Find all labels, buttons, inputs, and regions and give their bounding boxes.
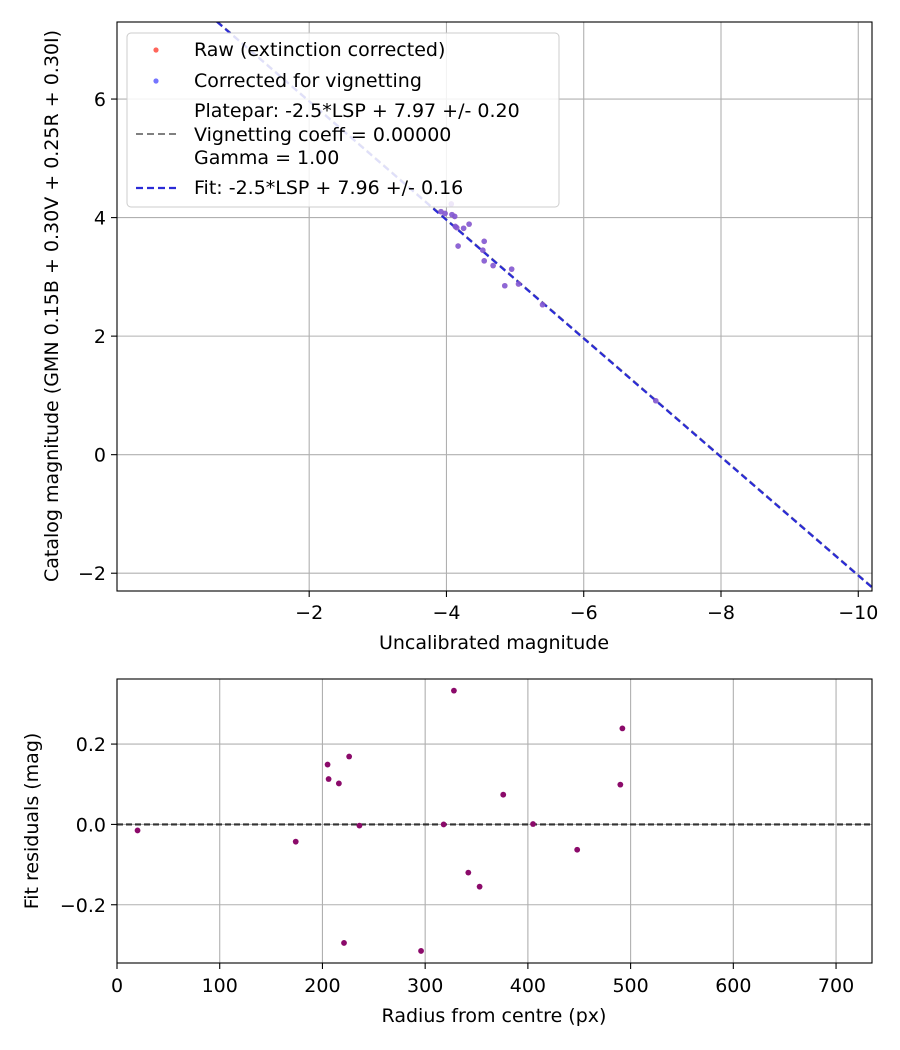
legend: Raw (extinction corrected) Corrected for… [126,32,560,208]
bottom-x-tick-label: 200 [304,975,340,997]
corrected-point [481,258,488,264]
corrected-point [652,397,659,404]
top-y-tick-label: 0 [94,445,106,467]
corrected-point [460,225,467,232]
corrected-point [501,282,508,289]
corrected-point [466,221,472,227]
bottom-x-tick-label: 500 [612,975,648,997]
legend-platepar-line3: Gamma = 1.00 [194,147,339,169]
residual-point [292,838,299,845]
residual-point [440,821,447,828]
residual-point [134,827,141,834]
top-x-tick-label: −10 [838,602,878,624]
top-chart: −2 −4 −6 −8 −10 −2 0 2 4 6 Uncalibrated magnitude… [41,21,878,654]
residual-point [500,791,507,798]
top-y-tick-label: −2 [78,563,106,585]
top-y-tick-label: 6 [94,89,106,111]
residual-point [619,725,626,732]
residual-point [341,940,347,946]
bottom-y-tick-label: −0.2 [60,895,106,917]
corrected-point [455,243,461,249]
bottom-xlabel: Radius from centre (px) [382,1005,607,1027]
top-ylabel: Catalog magnitude (GMN 0.15B + 0.30V + 0… [41,30,63,582]
residual-point [335,780,342,787]
corrected-point [480,247,486,253]
legend-platepar-line2: Vignetting coeff = 0.00000 [194,124,451,146]
legend-raw-label: Raw (extinction corrected) [194,39,445,61]
corrected-point [438,208,444,215]
bottom-y-tick-label: 0.0 [76,814,106,836]
legend-corrected-label: Corrected for vignetting [194,70,422,92]
top-y-tick-label: 4 [94,208,106,230]
top-ticks: −2 −4 −6 −8 −10 −2 0 2 4 6 [78,89,878,624]
corrected-point [490,262,496,269]
legend-platepar-line1: Platepar: -2.5*LSP + 7.97 +/- 0.20 [194,100,520,122]
residual-point [418,948,424,954]
bottom-frame [116,678,873,964]
top-points [438,201,659,404]
bottom-x-tick-label: 300 [407,975,443,997]
residual-point [451,687,457,694]
bottom-x-tick-label: 0 [111,975,123,997]
residual-point [465,869,472,876]
corrected-point [452,223,459,230]
bottom-x-tick-label: 600 [715,975,751,997]
top-x-tick-label: −4 [432,602,460,624]
residual-point [617,781,624,788]
legend-raw-marker [153,47,159,53]
bottom-ylabel: Fit residuals (mag) [21,733,43,910]
bottom-y-tick-label: 0.2 [76,734,106,756]
top-x-tick-label: −8 [707,602,735,624]
legend-fit-label: Fit: -2.5*LSP + 7.96 +/- 0.16 [194,177,463,199]
bottom-points [134,687,626,954]
bottom-chart: 0 100 200 300 400 500 600 700 0.2 0.0 −0.2 Radius … [21,678,873,1027]
bottom-x-tick-label: 100 [202,975,238,997]
top-x-tick-label: −6 [570,602,598,624]
residual-point [356,822,363,829]
residual-point [346,753,353,760]
bottom-ticks: 0 100 200 300 400 500 600 700 0.2 0.0 −0.2 [60,734,854,997]
residual-point [324,761,331,768]
legend-corrected-marker [153,78,159,84]
residual-point [530,821,536,827]
residual-point [574,846,581,853]
legend-box [126,32,560,208]
bottom-x-tick-label: 400 [510,975,546,997]
corrected-point [539,301,546,308]
corrected-point [449,211,455,218]
top-x-tick-label: −2 [295,602,323,624]
corrected-point [515,281,522,287]
corrected-point [481,238,488,245]
residual-point [325,776,332,782]
corrected-point [508,266,515,272]
top-xlabel: Uncalibrated magnitude [379,632,609,654]
top-y-tick-label: 2 [94,326,106,348]
bottom-x-tick-label: 700 [818,975,854,997]
residual-point [476,883,483,890]
top-frame [116,21,873,592]
